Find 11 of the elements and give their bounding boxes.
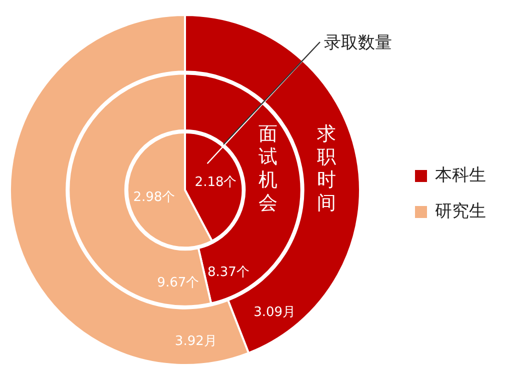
data-label: 2.98个 — [133, 190, 176, 206]
slice-label: 录取数量 — [324, 33, 392, 53]
data-label: 3.09月 — [254, 304, 296, 320]
slice-label: 面试机会 — [258, 123, 278, 214]
data-label: 8.37个 — [207, 264, 250, 280]
legend-label: 研究生 — [435, 202, 486, 222]
data-label: 3.92月 — [174, 334, 217, 349]
slice-label: 求职时间 — [317, 123, 336, 214]
legend-label: 本科生 — [435, 166, 486, 186]
data-label: 2.18个 — [194, 174, 237, 190]
data-label: 9.67个 — [157, 275, 200, 290]
